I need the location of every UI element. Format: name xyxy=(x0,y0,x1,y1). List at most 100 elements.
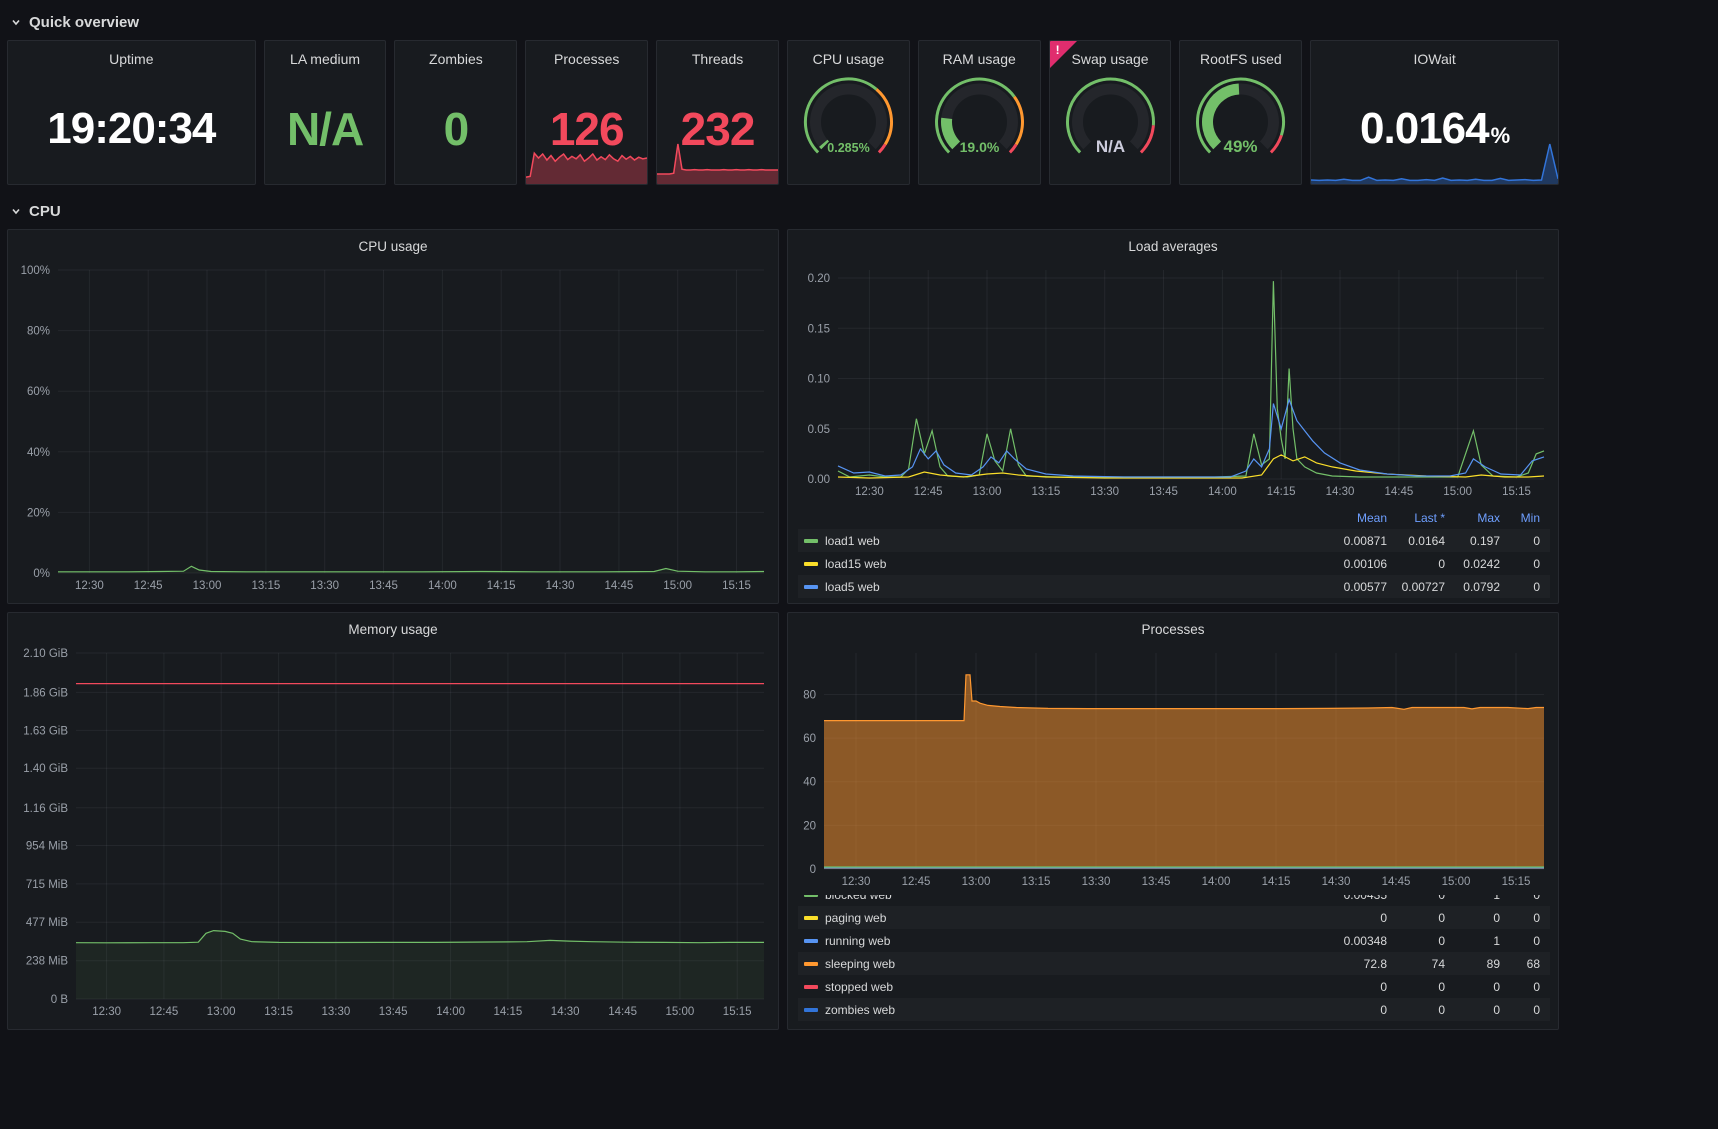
svg-text:1.63 GiB: 1.63 GiB xyxy=(23,725,68,737)
chart-canvas: 0 B 238 MiB 477 MiB 715 MiB 954 MiB 1.16 GiB 1… xyxy=(23,648,764,1018)
svg-text:80%: 80% xyxy=(27,326,50,338)
legend-series-label[interactable]: running web xyxy=(804,934,1321,948)
svg-text:1.16 GiB: 1.16 GiB xyxy=(23,803,68,815)
series-color-swatch xyxy=(804,895,818,897)
series-color-swatch xyxy=(804,984,818,989)
svg-text:15:00: 15:00 xyxy=(666,1006,695,1018)
cpu-usage-chart[interactable]: 0% 20% 40% 60% 80% 100% 12:30 12:45 13:00 13:15 13… xyxy=(8,260,778,597)
charts-row-1: CPU usage 0% 20% 40% 60% 80% 100% 12:30 12:45 13… xyxy=(7,229,1559,604)
legend-series-label[interactable]: zombies web xyxy=(804,1003,1321,1017)
svg-text:13:15: 13:15 xyxy=(252,580,281,592)
legend-series-label[interactable]: sleeping web xyxy=(804,957,1321,971)
legend-value: 72.8 xyxy=(1363,956,1387,971)
panel-title[interactable]: Processes xyxy=(554,51,620,67)
panel-title[interactable]: Memory usage xyxy=(348,622,438,637)
chart-canvas: 0.00 0.05 0.10 0.15 0.20 12:30 12:45 13:00 13:15… xyxy=(808,270,1545,498)
stat-panel-ram-usage: RAM usage 19.0% xyxy=(917,40,1041,185)
stat-panel-iowait: IOWait 0.0164% xyxy=(1310,40,1559,185)
svg-text:0.285%: 0.285% xyxy=(827,141,869,155)
svg-text:14:15: 14:15 xyxy=(1262,876,1291,888)
svg-text:13:00: 13:00 xyxy=(962,876,991,888)
panel-title[interactable]: Swap usage xyxy=(1071,51,1149,67)
legend-sort-last[interactable]: Last * xyxy=(1414,510,1445,525)
legend-series-label[interactable]: load15 web xyxy=(804,557,1321,571)
svg-text:40: 40 xyxy=(803,777,816,789)
svg-text:477 MiB: 477 MiB xyxy=(26,917,69,929)
svg-text:14:30: 14:30 xyxy=(1322,876,1351,888)
svg-text:13:00: 13:00 xyxy=(193,580,222,592)
stat-value-unit: % xyxy=(1490,123,1511,148)
legend-row-zombies-web: zombies web 0 0 0 0 xyxy=(798,998,1550,1021)
stat-panel-rootfs-used: RootFS used 49% xyxy=(1179,40,1303,185)
legend-value: 0 xyxy=(1500,895,1540,902)
svg-text:0.00: 0.00 xyxy=(808,474,830,486)
stats-row: Uptime 19:20:34 LA medium N/A Zombies 0 Proces… xyxy=(7,40,1559,185)
chart-canvas: 0% 20% 40% 60% 80% 100% 12:30 12:45 13:00 13:15 13… xyxy=(21,265,765,592)
alert-corner[interactable] xyxy=(1049,41,1077,68)
legend-sort-min[interactable]: Min xyxy=(1520,510,1540,525)
panel-title[interactable]: CPU usage xyxy=(358,239,428,254)
svg-text:12:30: 12:30 xyxy=(75,580,104,592)
legend-value: 0 xyxy=(1438,556,1445,571)
panel-title[interactable]: IOWait xyxy=(1413,51,1456,67)
series-color-swatch xyxy=(804,938,818,943)
panel-title[interactable]: LA medium xyxy=(290,51,361,67)
processes-chart[interactable]: 0 20 40 60 80 12:30 12:45 13:00 13:15 13:30 13:45 1… xyxy=(788,643,1558,893)
legend-series-label[interactable]: paging web xyxy=(804,911,1321,925)
svg-text:60%: 60% xyxy=(27,386,50,398)
panel-title[interactable]: RAM usage xyxy=(942,51,1016,67)
svg-text:0: 0 xyxy=(810,864,816,876)
panel-title[interactable]: RootFS used xyxy=(1200,51,1282,67)
legend-sort-mean[interactable]: Mean xyxy=(1356,510,1387,525)
legend-value: 0.00577 xyxy=(1343,579,1387,594)
panel-title[interactable]: Zombies xyxy=(429,51,483,67)
panel-title[interactable]: Uptime xyxy=(109,51,154,67)
svg-text:60: 60 xyxy=(803,733,816,745)
load-averages-chart[interactable]: 0.00 0.05 0.10 0.15 0.20 12:30 12:45 13:00 13:15… xyxy=(788,260,1558,503)
svg-text:1.40 GiB: 1.40 GiB xyxy=(23,763,68,775)
stat-panel-processes: Processes 126 xyxy=(525,40,649,185)
svg-text:14:45: 14:45 xyxy=(1385,486,1414,498)
svg-text:13:45: 13:45 xyxy=(1142,876,1171,888)
svg-text:0.20: 0.20 xyxy=(808,273,830,285)
legend-row-paging-web: paging web 0 0 0 0 xyxy=(798,906,1550,929)
legend-series-label[interactable]: load1 web xyxy=(804,534,1321,548)
panel-title[interactable]: Processes xyxy=(1141,622,1205,637)
panel-title[interactable]: Threads xyxy=(691,51,744,67)
svg-text:15:00: 15:00 xyxy=(1442,876,1471,888)
svg-text:12:30: 12:30 xyxy=(855,486,884,498)
svg-text:14:45: 14:45 xyxy=(1382,876,1411,888)
svg-text:14:15: 14:15 xyxy=(494,1006,523,1018)
section-header-cpu[interactable]: CPU xyxy=(7,193,1559,229)
svg-text:12:45: 12:45 xyxy=(914,486,943,498)
legend-series-label[interactable]: stopped web xyxy=(804,980,1321,994)
legend-sort-max[interactable]: Max xyxy=(1477,510,1500,525)
svg-text:100%: 100% xyxy=(21,265,50,277)
svg-text:2.10 GiB: 2.10 GiB xyxy=(23,648,68,660)
svg-text:14:45: 14:45 xyxy=(605,580,634,592)
legend-value: 0 xyxy=(1438,1002,1445,1017)
svg-text:1.86 GiB: 1.86 GiB xyxy=(23,687,68,699)
series-color-swatch xyxy=(804,538,818,543)
svg-text:238 MiB: 238 MiB xyxy=(26,956,69,968)
legend-value: 0.00435 xyxy=(1321,895,1387,902)
legend-value: 1 xyxy=(1445,895,1500,902)
panel-title[interactable]: CPU usage xyxy=(812,51,885,67)
legend-series-label[interactable]: load5 web xyxy=(804,580,1321,594)
legend-value: 74 xyxy=(1431,956,1445,971)
svg-text:0.05: 0.05 xyxy=(808,424,830,436)
panel-title[interactable]: Load averages xyxy=(1128,239,1218,254)
legend-header-row: Mean Last * Max Min xyxy=(798,506,1550,529)
sparkline xyxy=(657,143,778,184)
legend-row-stopped-web: stopped web 0 0 0 0 xyxy=(798,975,1550,998)
grafana-dashboard: Quick overview Uptime 19:20:34 LA medium N/… xyxy=(7,4,1559,1030)
svg-text:14:00: 14:00 xyxy=(428,580,457,592)
legend-series-label[interactable]: blocked web xyxy=(804,895,1321,902)
charts-row-2: Memory usage 0 B 238 MiB 477 MiB 715 MiB 954… xyxy=(7,612,1559,1030)
section-header-quick-overview[interactable]: Quick overview xyxy=(7,4,1559,40)
svg-text:954 MiB: 954 MiB xyxy=(26,841,69,853)
stat-value: 19:20:34 xyxy=(47,104,216,153)
svg-text:13:30: 13:30 xyxy=(322,1006,351,1018)
legend-value: 0.00348 xyxy=(1343,933,1387,948)
memory-usage-chart[interactable]: 0 B 238 MiB 477 MiB 715 MiB 954 MiB 1.16 GiB 1… xyxy=(8,643,778,1023)
